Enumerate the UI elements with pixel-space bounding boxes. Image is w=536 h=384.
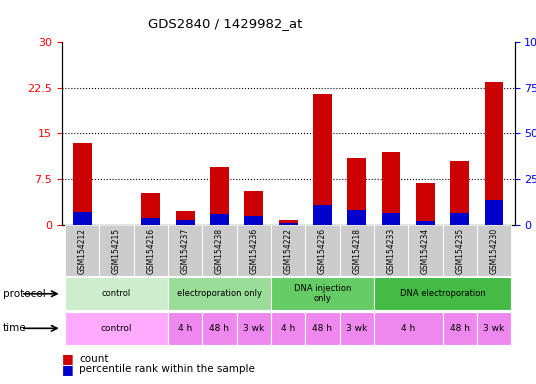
Text: 48 h: 48 h — [450, 324, 470, 333]
Bar — [485, 82, 503, 225]
Bar — [313, 205, 332, 225]
Text: 4 h: 4 h — [401, 324, 415, 333]
FancyBboxPatch shape — [202, 225, 236, 276]
Text: 4 h: 4 h — [178, 324, 192, 333]
Text: 3 wk: 3 wk — [483, 324, 504, 333]
Text: electroporation only: electroporation only — [177, 289, 262, 298]
Text: DNA injection
only: DNA injection only — [294, 284, 351, 303]
Bar — [279, 223, 297, 225]
FancyBboxPatch shape — [271, 277, 374, 310]
FancyBboxPatch shape — [408, 225, 443, 276]
Text: ■: ■ — [62, 363, 73, 376]
Text: 3 wk: 3 wk — [346, 324, 367, 333]
Bar — [347, 210, 366, 225]
FancyBboxPatch shape — [65, 312, 168, 345]
Text: GSM154215: GSM154215 — [112, 227, 121, 274]
FancyBboxPatch shape — [271, 312, 306, 345]
Text: time: time — [3, 323, 26, 333]
Text: GSM154222: GSM154222 — [284, 228, 293, 273]
FancyBboxPatch shape — [374, 225, 408, 276]
FancyBboxPatch shape — [443, 225, 477, 276]
FancyBboxPatch shape — [374, 277, 511, 310]
Bar — [210, 214, 229, 225]
FancyBboxPatch shape — [99, 225, 133, 276]
FancyBboxPatch shape — [65, 225, 99, 276]
FancyBboxPatch shape — [202, 312, 236, 345]
Bar — [485, 200, 503, 225]
Bar — [73, 142, 92, 225]
Text: count: count — [79, 354, 109, 364]
Text: control: control — [101, 324, 132, 333]
Text: GSM154236: GSM154236 — [249, 227, 258, 274]
FancyBboxPatch shape — [65, 277, 168, 310]
Bar — [142, 218, 160, 225]
Text: percentile rank within the sample: percentile rank within the sample — [79, 364, 255, 374]
Text: GSM154237: GSM154237 — [181, 227, 190, 274]
FancyBboxPatch shape — [477, 312, 511, 345]
Bar — [279, 220, 297, 225]
Bar — [382, 213, 400, 225]
Text: protocol: protocol — [3, 289, 46, 299]
Text: ■: ■ — [62, 352, 73, 365]
Text: 4 h: 4 h — [281, 324, 295, 333]
Bar — [176, 211, 195, 225]
FancyBboxPatch shape — [443, 312, 477, 345]
FancyBboxPatch shape — [168, 225, 202, 276]
Text: GSM154218: GSM154218 — [352, 228, 361, 273]
Bar — [244, 191, 263, 225]
Bar — [416, 221, 435, 225]
Bar — [210, 167, 229, 225]
Bar — [313, 94, 332, 225]
FancyBboxPatch shape — [340, 225, 374, 276]
Text: GSM154226: GSM154226 — [318, 227, 327, 274]
Text: 3 wk: 3 wk — [243, 324, 264, 333]
FancyBboxPatch shape — [168, 312, 202, 345]
FancyBboxPatch shape — [306, 225, 340, 276]
Text: GSM154235: GSM154235 — [455, 227, 464, 274]
Bar — [450, 213, 469, 225]
Text: GSM154230: GSM154230 — [489, 227, 498, 274]
FancyBboxPatch shape — [236, 225, 271, 276]
Bar — [416, 183, 435, 225]
Text: GSM154212: GSM154212 — [78, 228, 87, 273]
FancyBboxPatch shape — [306, 312, 340, 345]
FancyBboxPatch shape — [271, 225, 306, 276]
Bar — [73, 212, 92, 225]
FancyBboxPatch shape — [168, 277, 271, 310]
FancyBboxPatch shape — [133, 225, 168, 276]
FancyBboxPatch shape — [374, 312, 443, 345]
Bar — [176, 220, 195, 225]
Text: GSM154238: GSM154238 — [215, 227, 224, 274]
FancyBboxPatch shape — [236, 312, 271, 345]
Text: GSM154216: GSM154216 — [146, 227, 155, 274]
Text: GSM154233: GSM154233 — [386, 227, 396, 274]
Bar — [244, 216, 263, 225]
Text: GSM154234: GSM154234 — [421, 227, 430, 274]
Text: GDS2840 / 1429982_at: GDS2840 / 1429982_at — [148, 17, 302, 30]
Bar — [347, 158, 366, 225]
FancyBboxPatch shape — [477, 225, 511, 276]
Text: 48 h: 48 h — [312, 324, 332, 333]
Text: control: control — [102, 289, 131, 298]
Bar — [382, 152, 400, 225]
Bar — [142, 193, 160, 225]
Bar — [450, 161, 469, 225]
Text: 48 h: 48 h — [210, 324, 229, 333]
FancyBboxPatch shape — [340, 312, 374, 345]
Text: DNA electroporation: DNA electroporation — [400, 289, 486, 298]
